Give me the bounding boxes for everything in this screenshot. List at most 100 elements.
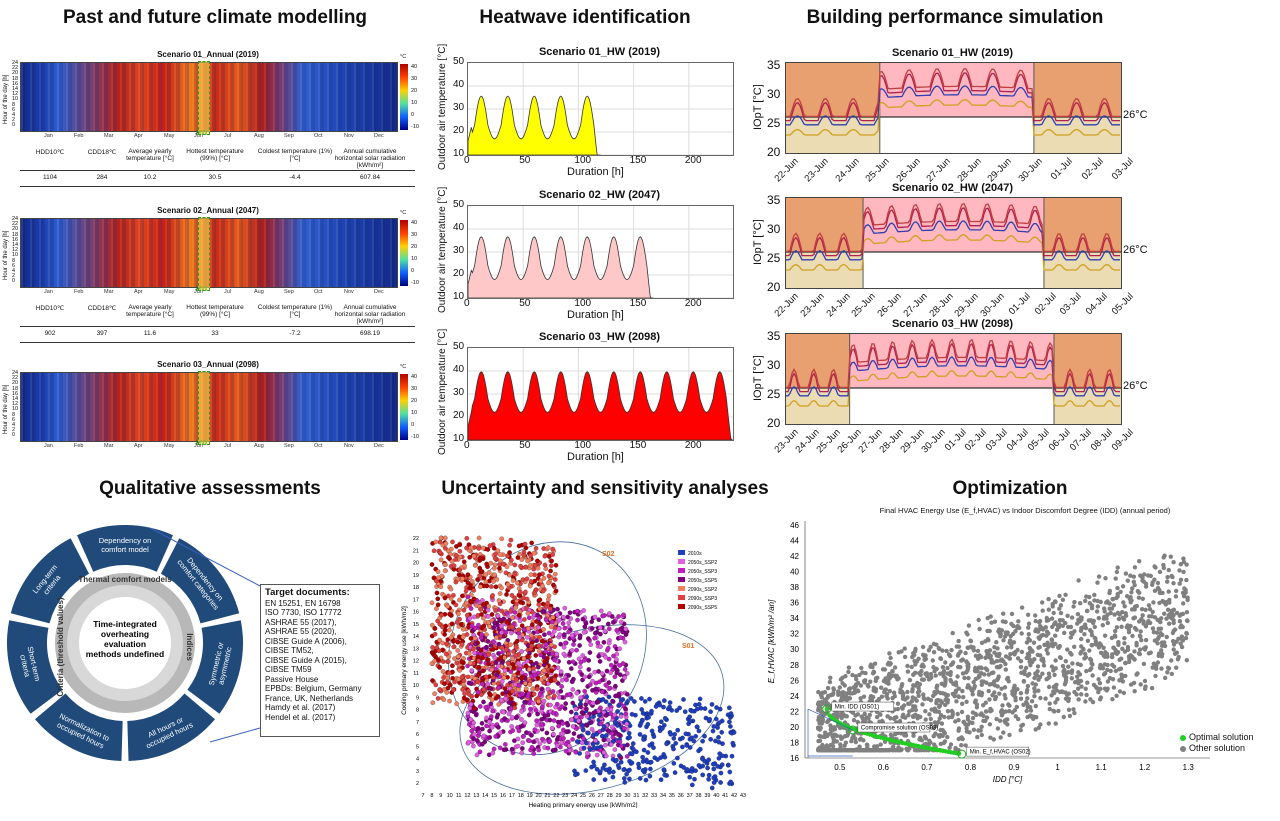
stat-value: 284 [96,174,108,181]
annotation-label: Min. E_f,HVAC (OS02) [970,750,1031,756]
scatter-point [463,588,469,594]
other-solution-point [1174,588,1179,594]
other-solution-point [1128,682,1134,687]
other-solution-point [1040,608,1045,613]
scatter-point [529,733,534,738]
scatter-point [500,650,505,655]
other-solution-point [1103,576,1108,581]
scatter-point [612,674,618,680]
other-solution-point [1150,609,1155,615]
other-solution-point [885,714,890,719]
other-solution-point [1161,565,1167,571]
u-xtick: 32 [642,793,648,799]
scatter-point [454,620,460,625]
scatter-point [520,734,526,739]
other-solution-point [1171,647,1176,652]
annotated-solution-marker [822,704,832,714]
scatter-point [556,626,562,632]
scatter-point [548,624,554,630]
other-solution-point [902,733,907,738]
heatmap-ytick: 18 [12,385,19,392]
scatter-point [667,704,672,710]
scatter-point [498,745,503,751]
other-solution-point [899,649,904,654]
outer-segment [6,620,63,714]
scatter-point [513,653,519,658]
scatter-point [601,724,607,729]
scatter-point [550,748,556,753]
scatter-point [469,728,475,734]
scatter-point [570,700,576,706]
other-solution-point [862,717,868,722]
stat-value: -4.4 [289,174,301,181]
other-solution-point [1053,700,1058,705]
other-solution-point [931,650,937,655]
scatter-point [531,665,536,671]
other-solution-point [1071,604,1076,609]
scatter-point [481,602,486,607]
scatter-point [578,695,584,701]
bp-ytick: 35 [767,58,781,72]
scatter-point [705,765,710,771]
scatter-point [499,585,504,591]
o-xtick: 1.3 [1183,763,1195,772]
scatter-point [444,641,449,647]
scatter-point [700,763,706,769]
scatter-point [606,640,612,646]
other-solution-point [1183,590,1188,595]
other-solution-point [822,701,827,706]
hw-xtick: 200 [684,440,702,451]
scatter-point [467,722,472,727]
scatter-point [516,627,522,633]
month-tick: Apr [134,133,143,139]
other-solution-point [1177,568,1182,573]
other-solution-point [1123,660,1128,666]
other-solution-point [913,646,918,652]
other-solution-point [834,739,839,744]
scatter-point [552,629,557,634]
other-solution-point [1127,657,1132,662]
scatter-point [489,584,494,589]
other-solution-point [1036,725,1041,730]
other-solution-point [1108,668,1113,674]
scatter-point [478,584,483,590]
scatter-point [574,690,580,696]
scatter-point [481,699,486,705]
scatter-point [515,736,521,742]
scatter-point [728,779,734,785]
scatter-point [675,755,680,761]
heatmap-ytick: 24 [12,60,19,66]
scatter-point [731,730,737,735]
scatter-point [607,611,612,616]
hw-xtick: 50 [519,440,531,451]
scatter-point [467,705,473,711]
u-xtick: 29 [615,793,621,799]
scatter-point [532,590,537,596]
other-solution-point [987,628,992,634]
other-solution-point [1044,677,1049,682]
legend-optimal-label: Optimal solution [1189,732,1254,742]
temperature-line [786,68,1120,118]
other-solution-point [1024,640,1030,645]
other-solution-point [868,664,873,669]
scatter-point [697,696,703,702]
scatter-point [451,593,456,598]
other-solution-point [977,674,982,679]
other-solution-point [1121,690,1127,696]
other-solution-point [938,656,944,662]
scatter-point [442,632,448,637]
heatmap-ytick: 6 [12,106,16,113]
colorbar-tick: -10 [411,280,419,286]
scatter-point [472,676,478,681]
scatter-point [564,729,569,735]
other-solution-point [1001,730,1006,735]
scatter-point [580,727,586,733]
other-solution-point [997,627,1002,632]
scatter-point [616,614,621,619]
other-solution-point [843,714,848,719]
hw-ylabel: Outdoor air temperature [°C] [437,43,448,170]
scatter-point [594,752,600,758]
scatter-point [449,559,455,564]
other-solution-point [903,715,908,720]
scatter-point [549,563,554,569]
